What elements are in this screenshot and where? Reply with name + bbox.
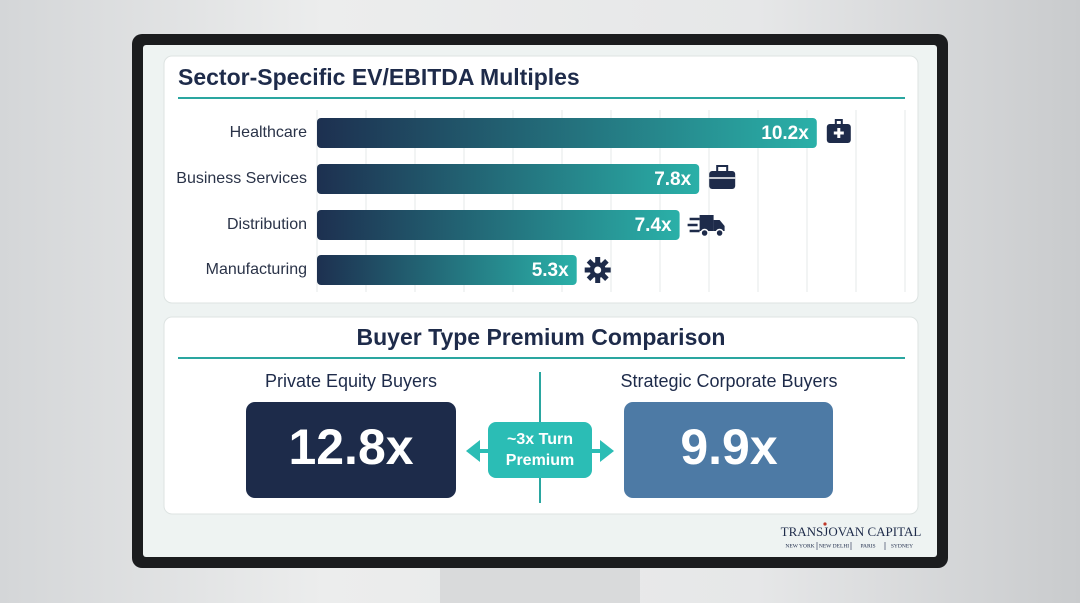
category-label: Distribution <box>227 216 307 233</box>
value-label: 7.8x <box>654 169 691 190</box>
value-label: 10.2x <box>761 123 809 144</box>
left-card <box>246 402 456 498</box>
right-card <box>624 402 833 498</box>
category-icon <box>687 215 725 238</box>
comparison-title: Buyer Type Premium Comparison <box>357 324 726 350</box>
category-label: Manufacturing <box>206 261 307 278</box>
monitor-stand <box>440 565 640 603</box>
right-label: Strategic Corporate Buyers <box>620 371 837 391</box>
icon-part <box>715 228 724 238</box>
value-label: 7.4x <box>635 215 672 236</box>
category-label: Healthcare <box>230 124 307 141</box>
right-value: 9.9x <box>680 419 778 475</box>
premium-badge <box>488 422 592 478</box>
icon-part <box>700 228 709 238</box>
bar <box>317 164 700 194</box>
icon-part <box>595 277 601 283</box>
locations: NEW YORK NEW DELHI PARIS SYDNEY <box>785 542 913 550</box>
bar <box>317 118 817 148</box>
icon-part <box>594 266 602 274</box>
chart-title: Sector-Specific EV/EBITDA Multiples <box>178 64 580 90</box>
category-icon <box>584 257 611 283</box>
icon-part <box>834 119 843 126</box>
brand-dot <box>823 522 827 526</box>
icon-part <box>584 267 591 273</box>
left-label: Private Equity Buyers <box>265 371 437 391</box>
icon-part <box>604 267 611 273</box>
premium-text: ~3x Turn <box>507 431 573 448</box>
location: NEW DELHI <box>819 543 849 549</box>
location: NEW YORK <box>785 543 814 549</box>
brand: TRANSJOVAN CAPITAL <box>781 524 922 539</box>
category-icon <box>826 119 851 143</box>
location: PARIS <box>860 543 875 549</box>
icon-part <box>709 171 736 189</box>
premium-text: Premium <box>506 452 574 469</box>
location: SYDNEY <box>891 543 913 549</box>
category-label: Business Services <box>176 170 307 187</box>
bar-chart: Healthcare 10.2x Business Services 7.8x Dist… <box>176 110 906 292</box>
icon-part <box>713 220 725 231</box>
icon-part <box>595 257 601 263</box>
bar <box>317 255 577 285</box>
left-value: 12.8x <box>288 419 413 475</box>
icon-part <box>833 128 844 138</box>
bar <box>317 210 680 240</box>
category-icon <box>709 165 736 189</box>
icon-part <box>716 165 729 173</box>
icon-part <box>699 215 714 231</box>
icon-part <box>687 217 700 233</box>
value-label: 5.3x <box>532 260 569 281</box>
